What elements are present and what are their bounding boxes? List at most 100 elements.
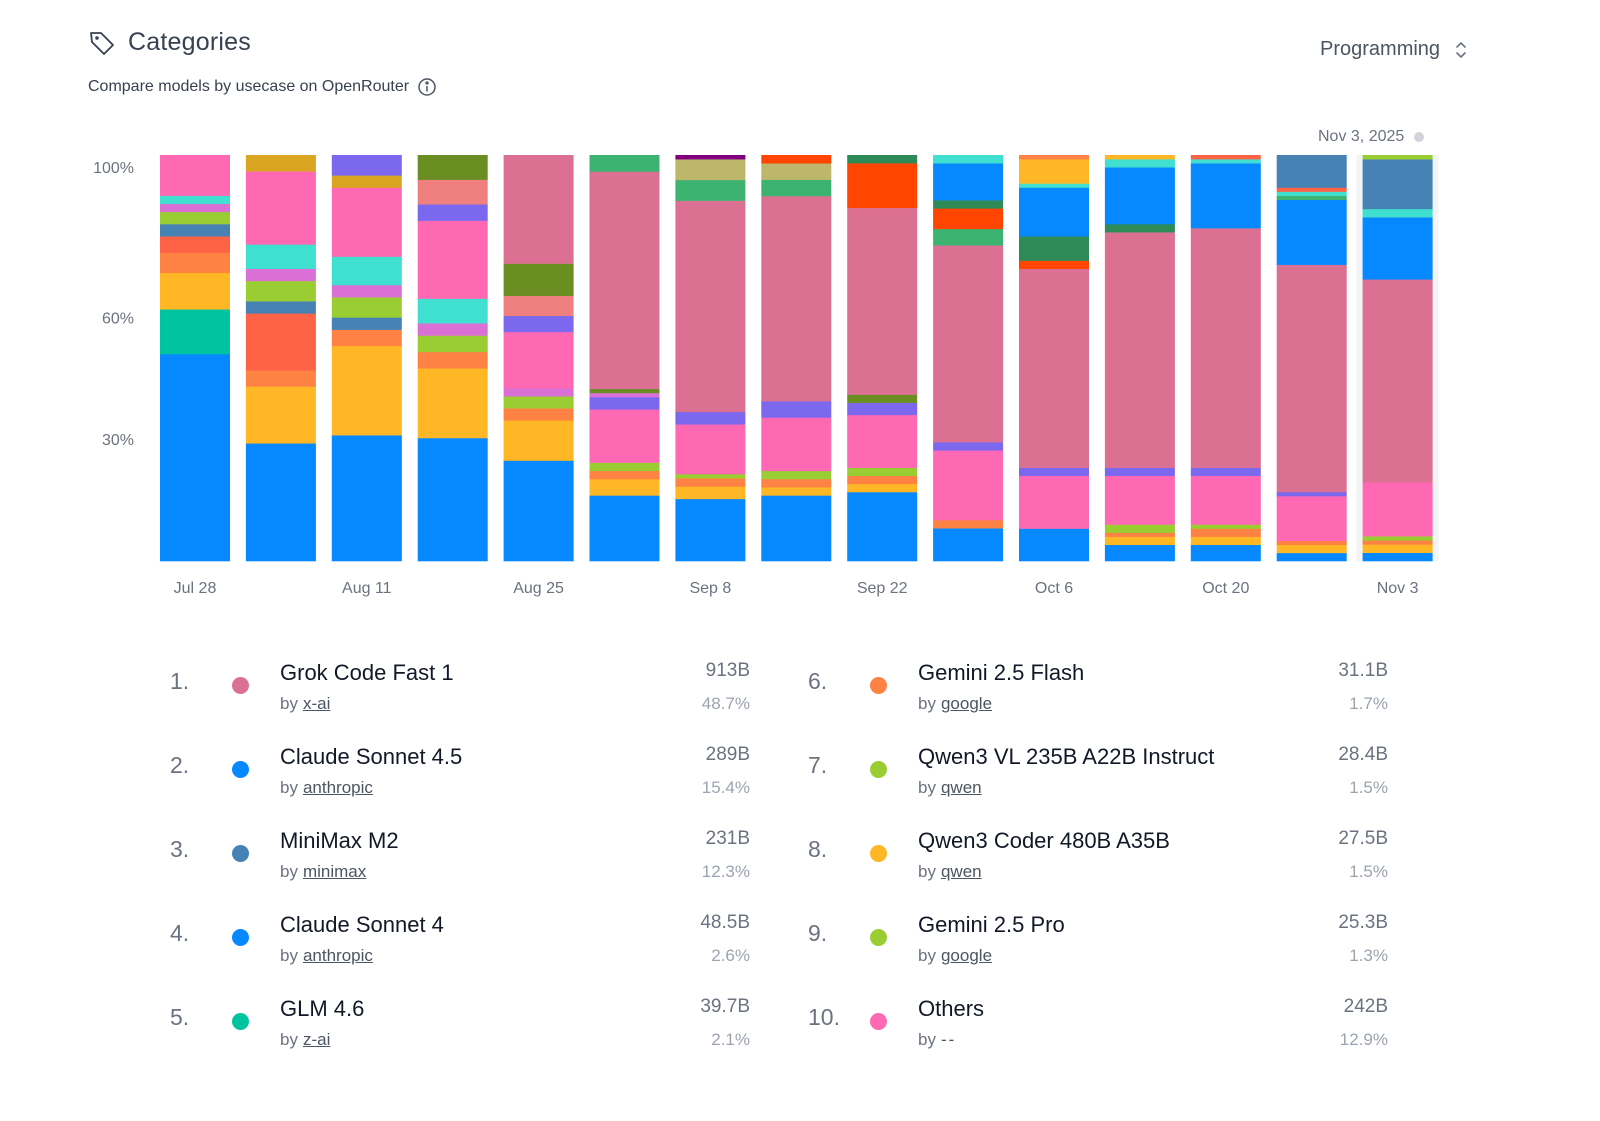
bar-segment-grok[interactable] — [761, 196, 832, 402]
bar-segment-olive[interactable] — [503, 263, 574, 296]
legend-author-link[interactable]: google — [940, 946, 993, 965]
bar-segment-gemini_flash[interactable] — [675, 478, 746, 487]
bar-segment-gemini_flash[interactable] — [1362, 540, 1433, 545]
legend-item[interactable]: 3. MiniMax M2 by minimax 231B 12.3% — [170, 818, 750, 882]
bar-segment-claude[interactable] — [417, 437, 488, 562]
bar-segment-others[interactable] — [1362, 482, 1433, 537]
bar-segment-qwen_vl[interactable] — [245, 280, 316, 302]
bar-segment-grok[interactable] — [589, 171, 660, 390]
bar-segment-qwen_vl[interactable] — [1104, 524, 1175, 533]
bar-segment-qwen_coder[interactable] — [503, 420, 574, 461]
legend-model-name[interactable]: Others — [918, 996, 985, 1021]
legend-author-link[interactable]: anthropic — [302, 946, 373, 965]
bar-segment-qwen_vl[interactable] — [675, 474, 746, 479]
bar-segment-turquoise[interactable] — [1190, 159, 1261, 164]
bar-Sep 8[interactable] — [675, 155, 746, 562]
bar-segment-olive[interactable] — [417, 155, 488, 180]
bar-segment-qwen_coder[interactable] — [1104, 155, 1175, 160]
legend-model-name[interactable]: GLM 4.6 — [280, 996, 365, 1021]
bar-Aug 25[interactable] — [503, 155, 574, 562]
bar-segment-lavender[interactable] — [933, 442, 1004, 451]
bar-segment-claude[interactable] — [589, 495, 660, 562]
bar-segment-qwen_vl[interactable] — [1362, 155, 1433, 160]
bar-segment-qwen_vl[interactable] — [417, 335, 488, 353]
bar-segment-claude[interactable] — [675, 498, 746, 562]
bar-segment-qwen_coder[interactable] — [675, 486, 746, 500]
bar-segment-gemini_flash[interactable] — [417, 351, 488, 369]
bar-segment-gemini_flash[interactable] — [1190, 528, 1261, 537]
legend-item[interactable]: 10. Others by -- 242B 12.9% — [808, 986, 1388, 1050]
bar-segment-claude[interactable] — [1190, 163, 1261, 229]
bar-segment-others[interactable] — [160, 155, 230, 196]
bar-Aug 4[interactable] — [245, 155, 316, 562]
bar-Sep 29[interactable] — [933, 155, 1004, 562]
legend-model-name[interactable]: Qwen3 VL 235B A22B Instruct — [918, 744, 1215, 769]
bar-segment-others[interactable] — [761, 417, 832, 472]
bar-segment-qwen_coder[interactable] — [331, 345, 402, 436]
bar-segment-grok[interactable] — [675, 200, 746, 413]
bar-segment-lavender[interactable] — [1276, 491, 1347, 497]
bar-segment-grok[interactable] — [933, 245, 1004, 443]
bar-segment-lavender[interactable] — [761, 401, 832, 418]
bar-segment-gemini_flash[interactable] — [1019, 155, 1089, 160]
bar-segment-minimax[interactable] — [160, 224, 230, 237]
bar-segment-turquoise[interactable] — [933, 155, 1004, 164]
bar-segment-orangered[interactable] — [933, 208, 1004, 230]
bar-segment-claude[interactable] — [1362, 217, 1433, 280]
bar-segment-grok[interactable] — [1019, 268, 1089, 468]
bar-Jul 28[interactable] — [160, 155, 230, 562]
bar-Sep 15[interactable] — [761, 155, 832, 562]
bar-segment-seagreen[interactable] — [933, 228, 1004, 246]
bar-segment-seagreen[interactable] — [675, 179, 746, 201]
bar-segment-orangered[interactable] — [1019, 260, 1089, 269]
bar-segment-claude[interactable] — [933, 163, 1004, 201]
bar-segment-orchid[interactable] — [503, 388, 574, 397]
bar-segment-claude[interactable] — [1104, 167, 1175, 225]
bar-Sep 22[interactable] — [847, 155, 918, 562]
bar-segment-gemini_flash[interactable] — [1276, 540, 1347, 546]
bar-segment-others[interactable] — [1019, 475, 1089, 529]
bar-segment-turquoise[interactable] — [1104, 159, 1175, 168]
bar-segment-lavender[interactable] — [589, 396, 660, 410]
bar-segment-minimax[interactable] — [1362, 159, 1433, 210]
bar-segment-others[interactable] — [245, 171, 316, 245]
bar-segment-lavender[interactable] — [503, 315, 574, 333]
legend-author-link[interactable]: qwen — [940, 778, 982, 797]
bar-segment-tomato[interactable] — [1276, 187, 1347, 192]
bar-segment-gemini_flash[interactable] — [160, 252, 230, 274]
bar-segment-purple[interactable] — [675, 155, 746, 160]
legend-model-name[interactable]: Grok Code Fast 1 — [280, 660, 454, 685]
bar-segment-lavender[interactable] — [1190, 467, 1261, 477]
bar-Oct 6[interactable] — [1019, 155, 1089, 562]
bar-segment-qwen_vl[interactable] — [503, 396, 574, 409]
bar-segment-orchid[interactable] — [417, 323, 488, 336]
bar-segment-lavender[interactable] — [1019, 467, 1089, 477]
bar-segment-claude[interactable] — [1019, 528, 1089, 562]
bar-Oct 20[interactable] — [1190, 155, 1261, 562]
bar-segment-claude[interactable] — [1276, 552, 1347, 562]
bar-segment-turquoise[interactable] — [160, 195, 230, 205]
bar-segment-seagreen[interactable] — [1276, 195, 1347, 200]
bar-segment-turquoise[interactable] — [417, 298, 488, 324]
bar-segment-others[interactable] — [933, 450, 1004, 521]
bar-Aug 18[interactable] — [417, 155, 488, 562]
bar-segment-gemini_flash[interactable] — [503, 408, 574, 421]
bar-segment-khaki[interactable] — [761, 163, 832, 180]
bar-segment-others[interactable] — [417, 220, 488, 299]
bar-segment-claude[interactable] — [1104, 544, 1175, 562]
bar-segment-darkgreen[interactable] — [1104, 224, 1175, 233]
bar-segment-turquoise[interactable] — [1362, 208, 1433, 218]
bar-segment-claude[interactable] — [1362, 552, 1433, 562]
bar-segment-tomato[interactable] — [1190, 155, 1261, 160]
bar-segment-grok[interactable] — [847, 207, 918, 395]
bar-segment-turquoise[interactable] — [331, 256, 402, 286]
bar-segment-qwen_coder[interactable] — [1190, 536, 1261, 546]
bar-segment-lavender[interactable] — [675, 411, 746, 425]
legend-model-name[interactable]: Qwen3 Coder 480B A35B — [918, 828, 1170, 853]
bar-segment-qwen_vl[interactable] — [847, 467, 918, 477]
bar-segment-gemini_flash[interactable] — [847, 475, 918, 485]
bar-segment-qwen_vl[interactable] — [160, 211, 230, 225]
bar-segment-qwen_coder[interactable] — [1104, 536, 1175, 546]
bar-segment-lavender[interactable] — [847, 402, 918, 416]
bar-segment-others[interactable] — [503, 331, 574, 389]
